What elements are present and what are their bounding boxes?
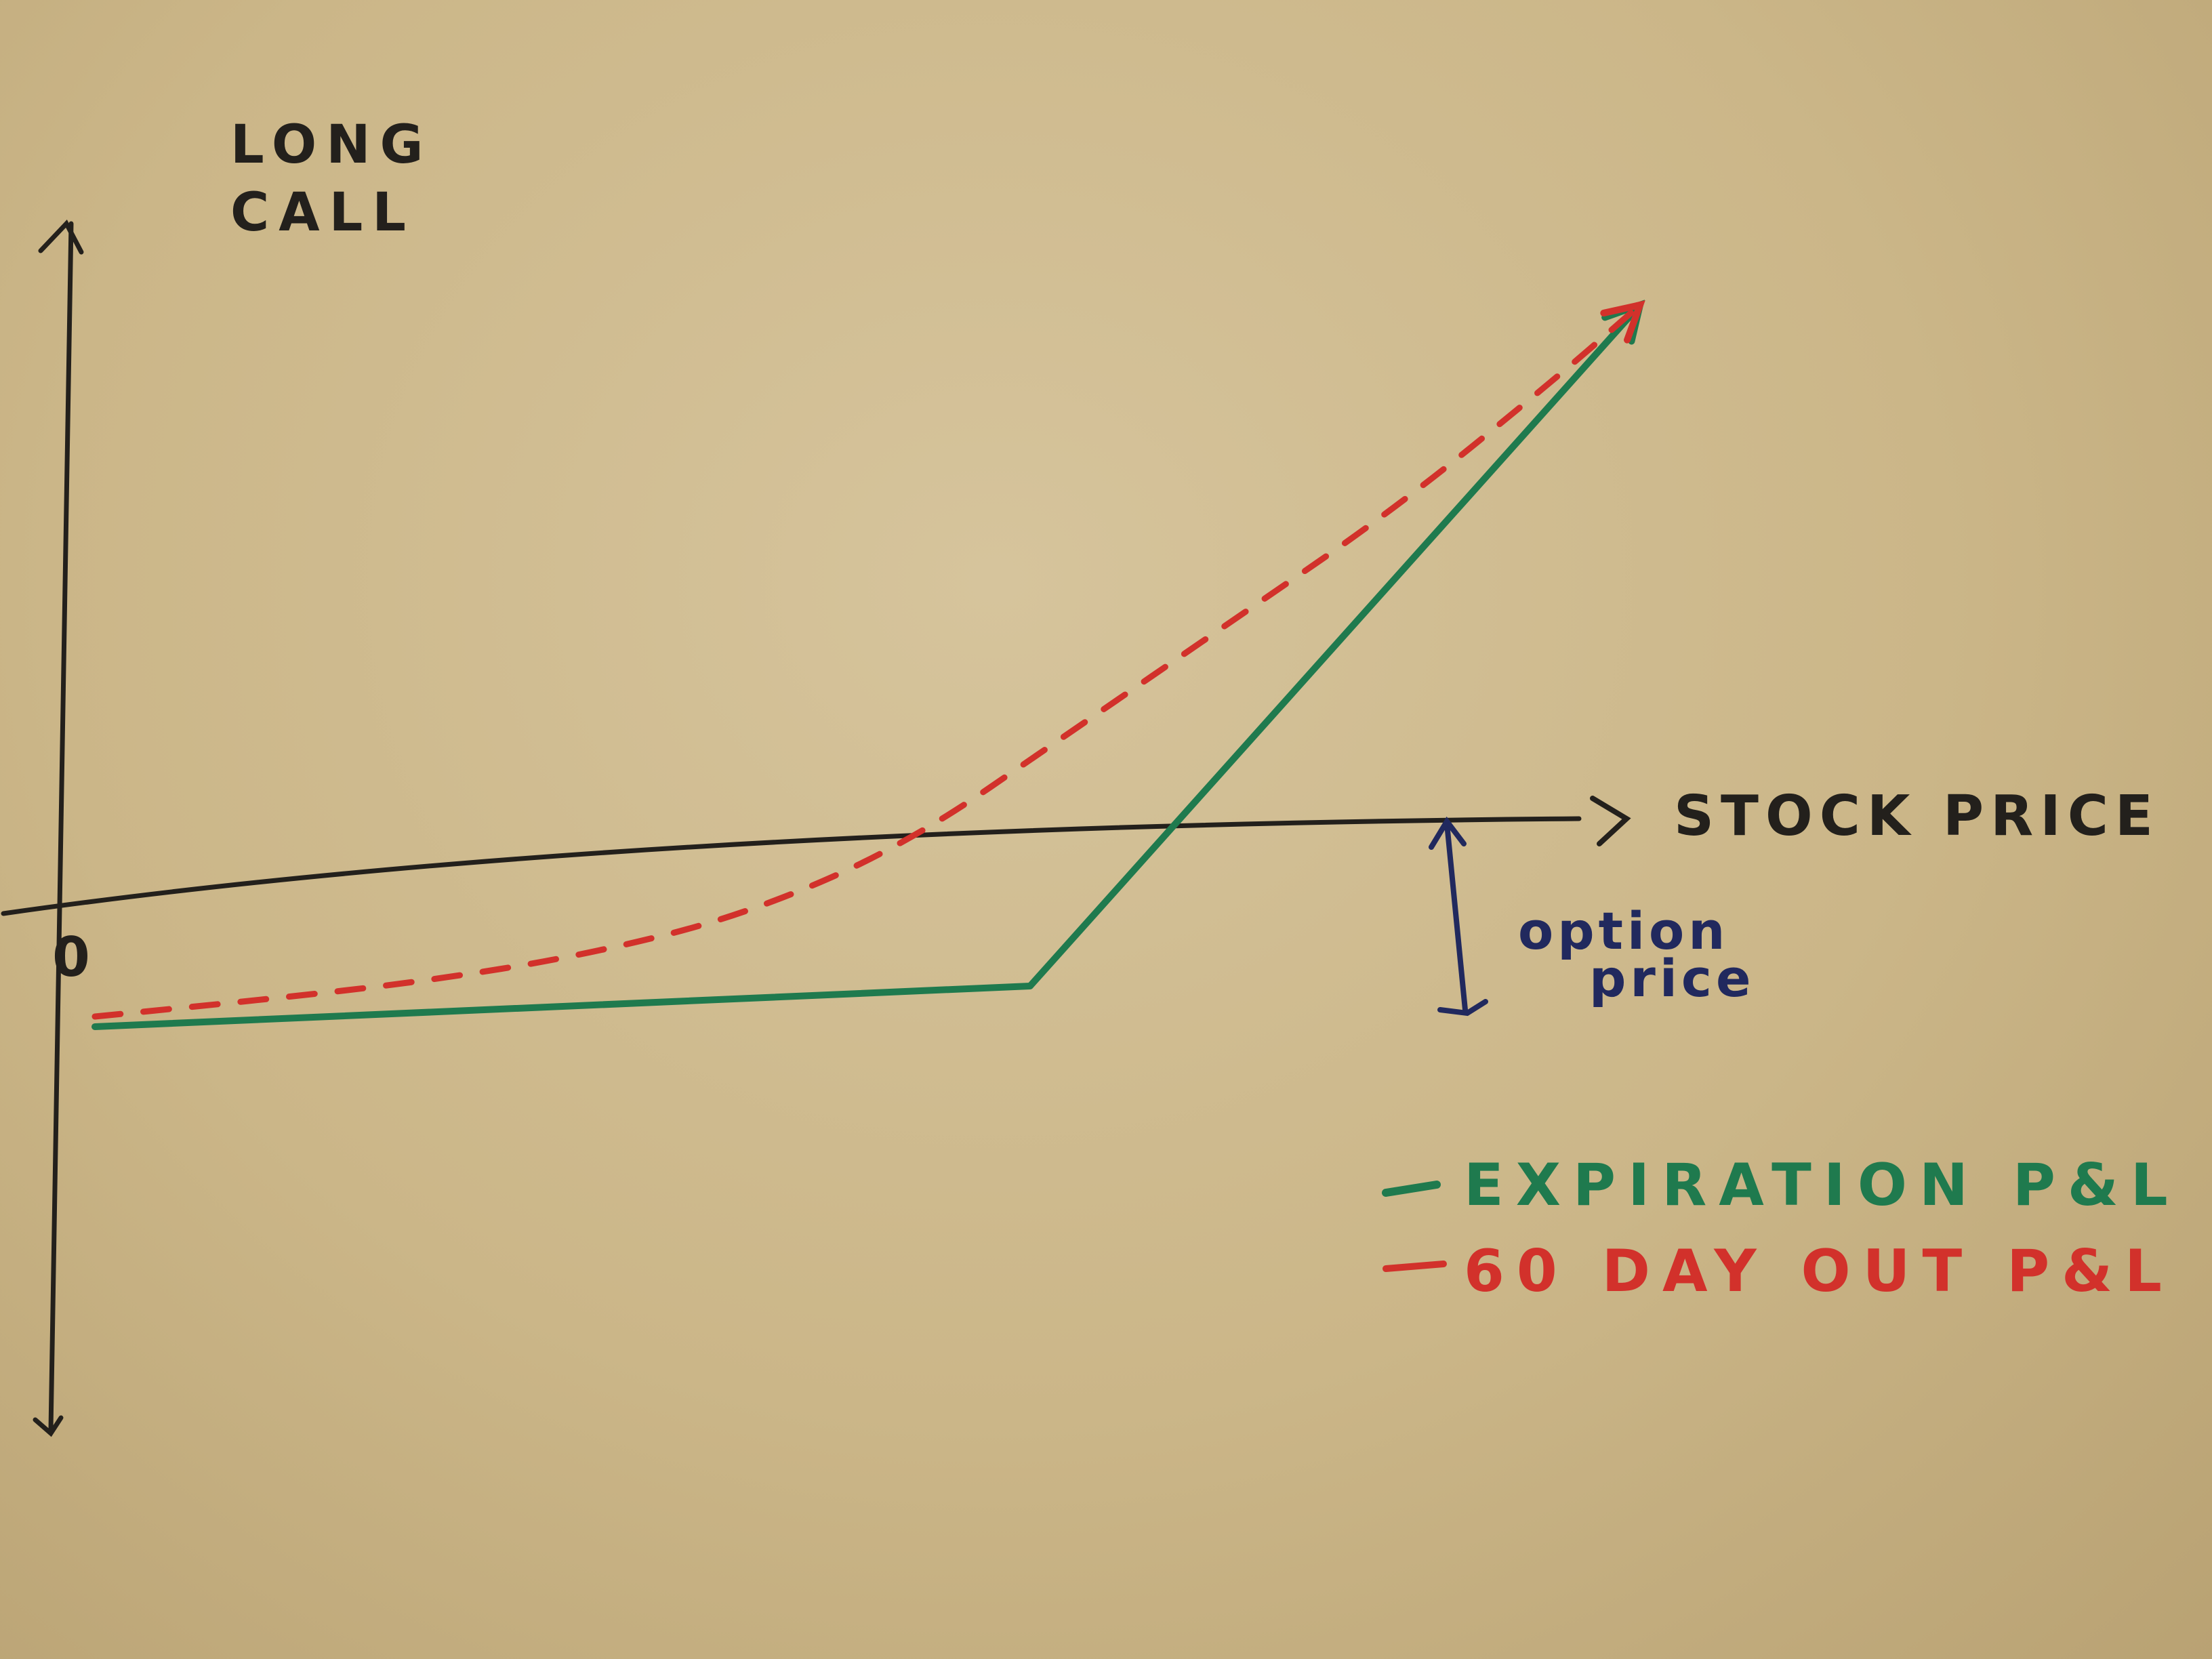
x-axis-label: STOCK PRICE xyxy=(1674,784,2160,848)
y-axis-arrow-top xyxy=(38,220,84,255)
x-axis xyxy=(1,816,1582,916)
y-axis xyxy=(48,221,74,1433)
option-price-label-line-2: price xyxy=(1589,948,1755,1008)
legend-swatch-sixty-day xyxy=(1382,1261,1447,1272)
series-line-sixty-day xyxy=(91,302,1643,1020)
legend-label-sixty-day: 60 DAY OUT P&L xyxy=(1464,1237,2174,1305)
option-price-label-line-1: option xyxy=(1518,901,1729,961)
series-layer xyxy=(91,300,1645,1030)
option-price-arrow-line xyxy=(1444,821,1468,1012)
legend: EXPIRATION P&L 60 DAY OUT P&L xyxy=(1382,1151,2180,1305)
legend-label-expiration: EXPIRATION P&L xyxy=(1464,1151,2180,1219)
legend-swatch-expiration xyxy=(1382,1181,1441,1197)
option-price-arrow-top xyxy=(1429,816,1467,850)
chart-title-line-1: LONG xyxy=(230,115,433,176)
x-axis-arrow xyxy=(1590,796,1631,846)
chart-title-line-2: CALL xyxy=(230,182,415,243)
series-line-expiration xyxy=(91,302,1643,1030)
origin-label: 0 xyxy=(52,926,90,989)
y-axis-arrow-bottom xyxy=(33,1415,64,1437)
series-arrowhead-sixty-day xyxy=(1600,300,1645,344)
option-price-arrow-bottom xyxy=(1437,999,1488,1017)
